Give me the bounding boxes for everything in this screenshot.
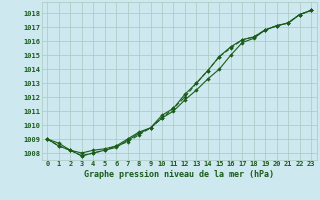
X-axis label: Graphe pression niveau de la mer (hPa): Graphe pression niveau de la mer (hPa) [84,170,274,179]
